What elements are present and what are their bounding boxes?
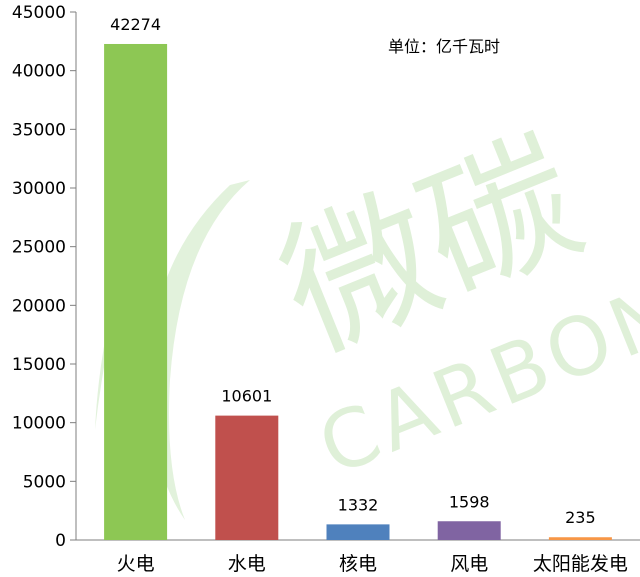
y-tick-label: 20000 [12,296,66,316]
category-labels: 火电 水电 核电 风电 太阳能发电 [117,553,628,575]
data-labels: 42274 10601 1332 1598 235 [110,15,596,527]
y-tick-label: 0 [55,531,66,551]
y-axis-ticks: 0 5000 10000 15000 20000 25000 30000 35000 40000… [12,3,76,551]
category-label-5: 太阳能发电 [533,553,628,575]
y-tick-label: 15000 [12,355,66,375]
bar-2 [215,415,279,540]
data-label-1: 42274 [110,15,161,34]
y-tick-label: 35000 [12,120,66,140]
data-label-2: 10601 [221,387,272,406]
category-label-1: 火电 [117,553,155,575]
bar-1 [104,43,168,540]
watermark: 微碳 CARBON [95,110,640,520]
data-label-5: 235 [565,508,596,527]
y-tick-label: 45000 [12,3,66,23]
bar-3 [326,524,390,540]
watermark-logo-icon [95,180,250,520]
data-label-4: 1598 [449,492,490,511]
y-tick-label: 10000 [12,414,66,434]
category-label-3: 核电 [339,553,377,575]
y-tick-label: 5000 [23,472,66,492]
data-label-3: 1332 [338,495,379,514]
category-label-2: 水电 [228,553,266,575]
bar-4 [437,521,501,540]
y-tick-label: 25000 [12,238,66,258]
category-label-4: 风电 [450,553,488,575]
unit-label: 单位：亿千瓦时 [388,37,500,56]
bar-5 [548,537,612,540]
y-tick-label: 40000 [12,62,66,82]
bars [104,43,612,540]
y-tick-label: 30000 [12,179,66,199]
